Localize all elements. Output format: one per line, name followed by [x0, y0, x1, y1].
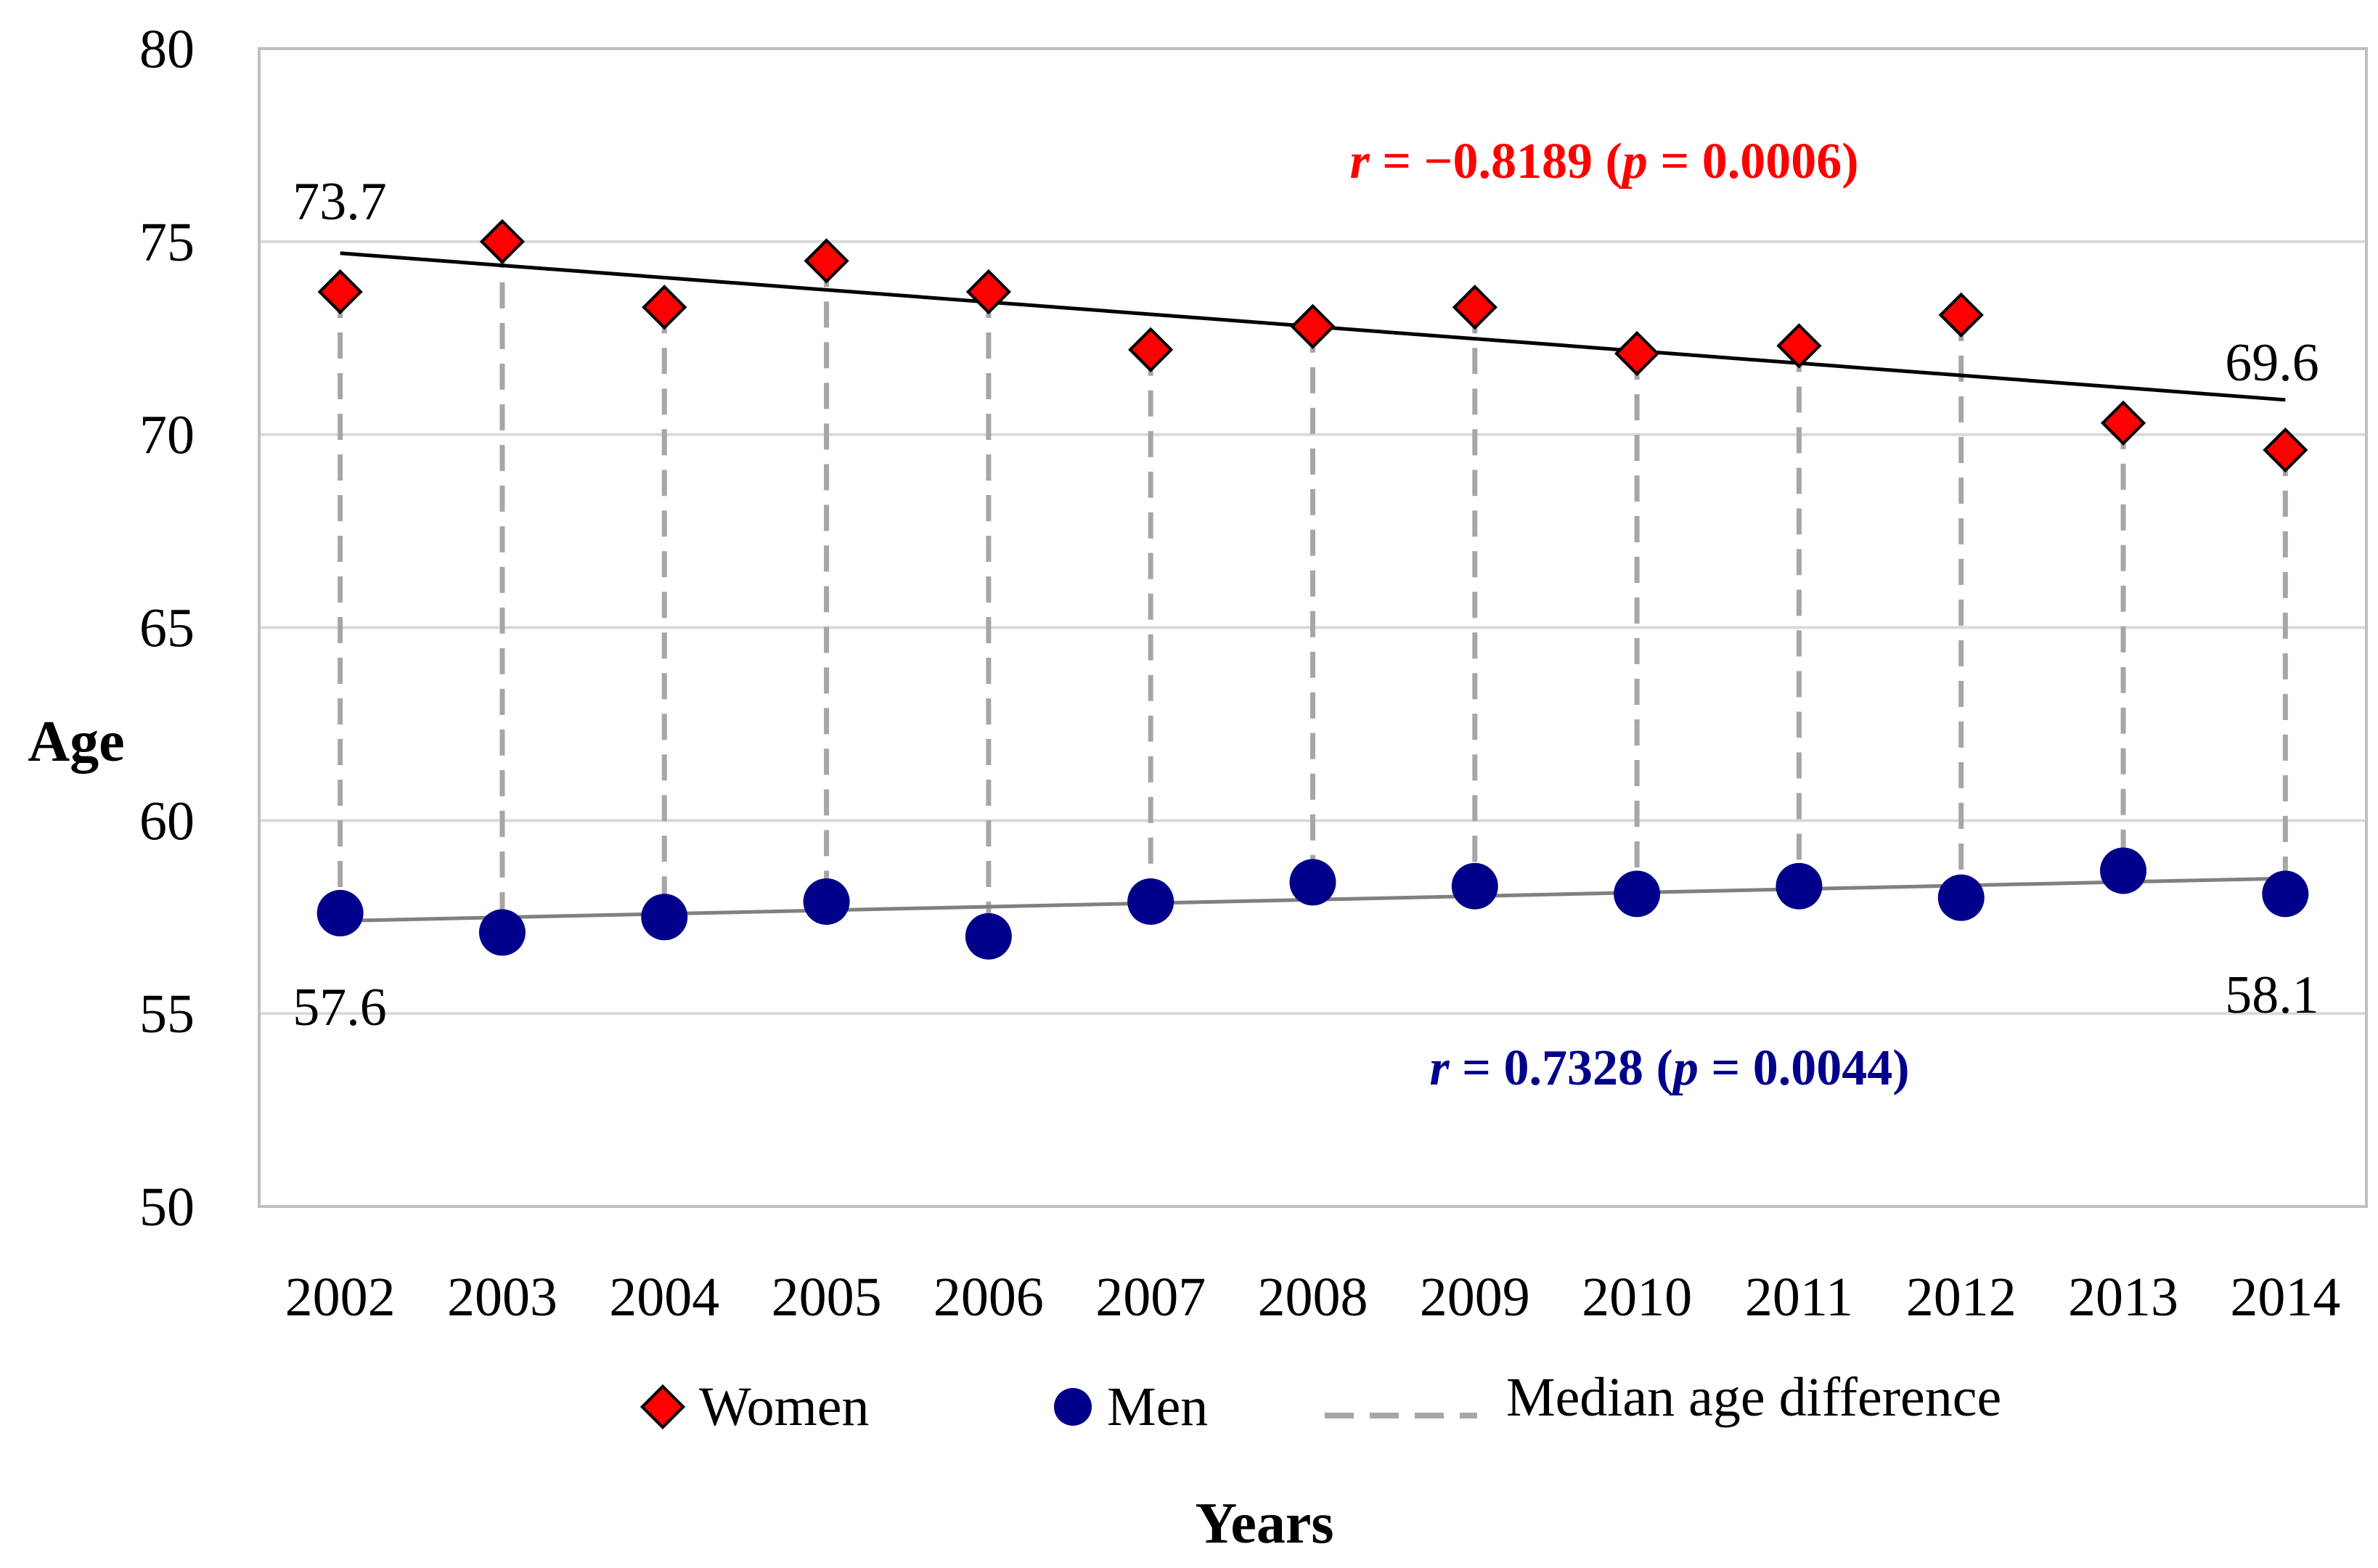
men-data-point — [478, 909, 526, 956]
women-data-point — [479, 219, 526, 264]
x-tick-label: 2003 — [447, 1267, 557, 1328]
women-data-point — [1938, 292, 1984, 338]
y-tick-label: 75 — [139, 212, 195, 273]
women-data-point — [317, 269, 363, 315]
men-data-point — [316, 889, 364, 936]
y-tick-label: 70 — [139, 405, 195, 466]
men-last-label: 58.1 — [2225, 965, 2319, 1025]
men-correlation-annotation: r = 0.7328 (p = 0.0044) — [1429, 1040, 1909, 1096]
x-tick-label: 2010 — [1582, 1267, 1692, 1328]
women-data-point — [804, 238, 849, 284]
x-tick-label: 2011 — [1745, 1267, 1853, 1328]
men-data-point — [1451, 862, 1498, 910]
legend: Women Men Median age difference — [640, 1367, 2001, 1437]
women-data-point — [2263, 427, 2308, 473]
x-tick-label: 2006 — [933, 1267, 1044, 1328]
legend-women-marker — [640, 1384, 686, 1430]
y-tick-label: 55 — [139, 984, 195, 1045]
x-tick-label: 2013 — [2068, 1267, 2178, 1328]
y-tick-label: 80 — [139, 19, 195, 80]
women-data-point — [965, 269, 1011, 315]
y-tick-labels: 50 55 60 65 70 75 80 — [139, 19, 195, 1238]
women-data-point — [1290, 303, 1336, 349]
x-tick-label: 2012 — [1906, 1267, 2017, 1328]
women-first-label: 73.7 — [293, 172, 387, 232]
x-tick-label: 2008 — [1258, 1267, 1368, 1328]
y-tick-label: 65 — [139, 598, 195, 659]
women-data-point — [1614, 330, 1660, 377]
legend-difference-label: Median age difference — [1506, 1367, 2001, 1428]
legend-women-label: Women — [699, 1376, 870, 1437]
women-data-point — [2100, 400, 2146, 446]
women-data-point — [642, 285, 687, 330]
women-last-label: 69.6 — [2225, 333, 2319, 393]
men-data-point — [1614, 870, 1661, 918]
x-tick-label: 2009 — [1420, 1267, 1530, 1328]
x-tick-label: 2007 — [1095, 1267, 1206, 1328]
difference-dashes — [338, 241, 2288, 936]
women-data-point — [1452, 285, 1498, 330]
x-tick-labels: 2002 2003 2004 2005 2006 2007 2008 2009 2010 2011… — [285, 1267, 2341, 1328]
men-data-point — [2100, 847, 2147, 894]
x-tick-label: 2014 — [2230, 1267, 2340, 1328]
men-data-point — [641, 894, 688, 941]
men-data-point — [2262, 870, 2309, 918]
women-data-point — [1128, 327, 1174, 372]
men-data-point — [803, 878, 850, 925]
x-tick-label: 2004 — [609, 1267, 719, 1328]
men-points — [316, 847, 2309, 960]
men-data-point — [1776, 862, 1823, 910]
men-data-point — [965, 912, 1012, 960]
x-axis-label: Years — [1195, 1492, 1333, 1556]
y-axis-label: Age — [28, 710, 124, 774]
legend-men-marker — [1054, 1388, 1092, 1426]
men-data-point — [1937, 874, 1985, 921]
plot-area-border — [258, 47, 2368, 1208]
y-tick-label: 60 — [139, 791, 195, 852]
women-data-point — [1776, 323, 1822, 369]
men-data-point — [1289, 859, 1336, 906]
legend-men-label: Men — [1107, 1376, 1208, 1437]
men-first-label: 57.6 — [293, 978, 387, 1037]
x-tick-label: 2002 — [285, 1267, 396, 1328]
x-tick-label: 2005 — [772, 1267, 882, 1328]
men-data-point — [1127, 878, 1174, 925]
women-points — [317, 219, 2308, 473]
women-correlation-annotation: r = −0.8189 (p = 0.0006) — [1349, 134, 1858, 189]
y-tick-label: 50 — [139, 1177, 195, 1238]
